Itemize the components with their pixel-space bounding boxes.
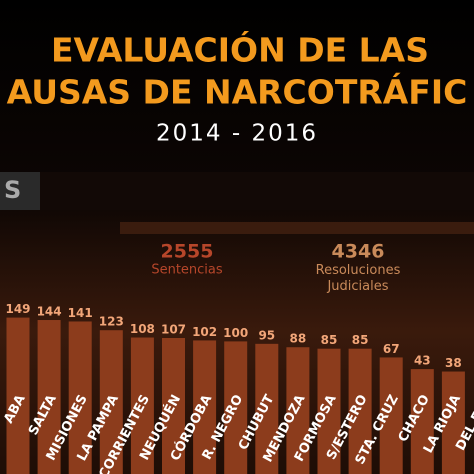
bar — [162, 337, 185, 474]
bar — [317, 348, 341, 474]
bar — [410, 369, 434, 474]
subtitle: 2014 - 2016 — [156, 121, 318, 147]
stats-band — [120, 222, 474, 234]
bar — [37, 320, 61, 474]
bar — [6, 317, 30, 474]
bar — [99, 330, 123, 474]
value-label: 108 — [130, 322, 155, 336]
value-label: 107 — [161, 322, 186, 336]
value-label: 95 — [258, 328, 275, 342]
value-label: 85 — [321, 333, 338, 347]
stat-label: Resoluciones Judiciales — [316, 263, 401, 294]
bar — [286, 347, 310, 474]
bar — [224, 341, 248, 474]
bar — [379, 357, 403, 474]
value-label: 102 — [192, 325, 217, 339]
bar — [193, 340, 217, 474]
chart-title: EVALUACIÓN DE LAS — [51, 30, 429, 70]
tab — [0, 172, 40, 210]
bar — [441, 371, 465, 474]
stat-value: 2555 — [161, 241, 214, 263]
tab-label: S — [4, 176, 21, 204]
stat-value: 4346 — [332, 241, 385, 263]
value-label: 67 — [383, 342, 400, 356]
bar — [130, 337, 154, 474]
value-label: 123 — [99, 315, 124, 329]
value-label: 38 — [445, 356, 462, 370]
bar — [348, 348, 372, 474]
bar — [255, 343, 279, 474]
bar — [68, 321, 92, 474]
value-label: 149 — [5, 302, 30, 316]
value-label: 100 — [223, 326, 248, 340]
chart-title-line2: AUSAS DE NARCOTRÁFIC — [7, 72, 468, 112]
value-label: 141 — [68, 306, 93, 320]
tab-bar — [40, 172, 474, 210]
value-label: 144 — [37, 305, 62, 319]
value-label: 43 — [414, 354, 431, 368]
value-label: 88 — [290, 332, 307, 346]
stat-label: Sentencias — [151, 263, 223, 278]
value-label: 85 — [352, 333, 369, 347]
